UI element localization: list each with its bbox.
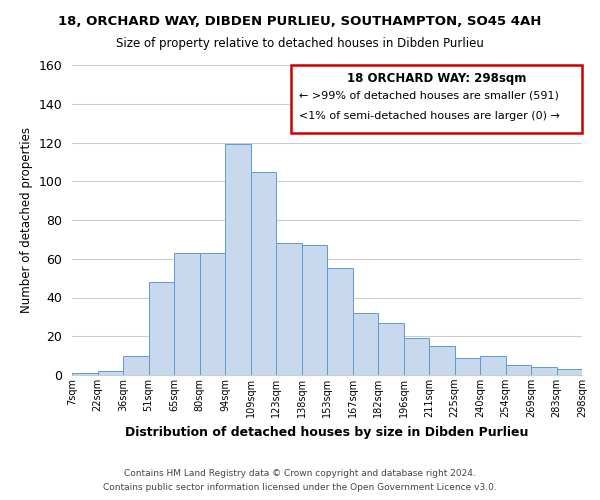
Bar [149, 282, 174, 375]
Bar [531, 367, 557, 375]
Bar [455, 358, 480, 375]
Bar [276, 244, 302, 375]
Bar [378, 322, 404, 375]
X-axis label: Distribution of detached houses by size in Dibden Purlieu: Distribution of detached houses by size … [125, 426, 529, 438]
Bar [302, 245, 327, 375]
Text: ← >99% of detached houses are smaller (591): ← >99% of detached houses are smaller (5… [299, 90, 559, 101]
Bar [225, 144, 251, 375]
Bar [72, 373, 97, 375]
Y-axis label: Number of detached properties: Number of detached properties [20, 127, 33, 313]
Bar [97, 371, 123, 375]
Bar [404, 338, 429, 375]
Bar [251, 172, 276, 375]
Bar [480, 356, 505, 375]
Text: Contains HM Land Registry data © Crown copyright and database right 2024.: Contains HM Land Registry data © Crown c… [124, 468, 476, 477]
FancyBboxPatch shape [291, 65, 582, 133]
Text: 18 ORCHARD WAY: 298sqm: 18 ORCHARD WAY: 298sqm [347, 72, 526, 85]
Bar [353, 313, 378, 375]
Text: <1% of semi-detached houses are larger (0) →: <1% of semi-detached houses are larger (… [299, 111, 560, 121]
Bar [123, 356, 149, 375]
Bar [327, 268, 353, 375]
Bar [429, 346, 455, 375]
Bar [505, 366, 531, 375]
Bar [199, 253, 225, 375]
Bar [557, 369, 582, 375]
Text: 18, ORCHARD WAY, DIBDEN PURLIEU, SOUTHAMPTON, SO45 4AH: 18, ORCHARD WAY, DIBDEN PURLIEU, SOUTHAM… [58, 15, 542, 28]
Text: Size of property relative to detached houses in Dibden Purlieu: Size of property relative to detached ho… [116, 38, 484, 51]
Text: Contains public sector information licensed under the Open Government Licence v3: Contains public sector information licen… [103, 484, 497, 492]
Bar [174, 253, 199, 375]
